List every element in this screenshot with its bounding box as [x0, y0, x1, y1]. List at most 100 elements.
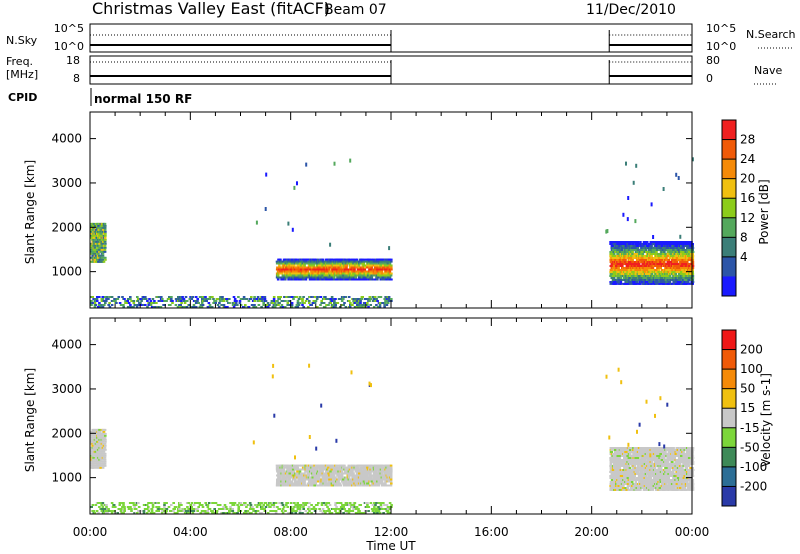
echo-cell [650, 273, 654, 275]
echo-cell [627, 241, 631, 243]
echo-cell [133, 512, 136, 514]
echo-cell [104, 230, 107, 233]
echo-cell [643, 267, 647, 269]
echo-cell [327, 298, 330, 300]
echo-cell [365, 476, 368, 479]
echo-cell [688, 251, 691, 253]
echo-cell [323, 270, 327, 273]
echo-cell [305, 484, 308, 487]
echo-cell [386, 464, 389, 467]
echo-cell [625, 269, 628, 271]
echo-cell [385, 300, 389, 302]
echo-cell [362, 482, 365, 485]
echo-cell [254, 306, 258, 308]
echo-cell [609, 447, 613, 449]
echo-cell [106, 512, 109, 514]
echo-cell [360, 480, 363, 483]
echo-cell [615, 273, 618, 275]
echo-cell [92, 430, 96, 433]
echo-cell [143, 508, 147, 510]
echo-cell [278, 276, 281, 279]
echo-cell [189, 296, 192, 298]
echo-cell [609, 467, 613, 469]
echo-cell [296, 268, 299, 271]
echo-cell [661, 271, 665, 273]
echo-cell [351, 258, 354, 261]
echo-cell [182, 298, 186, 300]
echo-cell [100, 240, 103, 243]
echo-cell [663, 245, 666, 247]
echo-cell [93, 444, 97, 447]
echo-cell [243, 504, 246, 506]
cpid-text: normal 150 RF [94, 92, 192, 106]
echo-cell [682, 247, 685, 249]
echo-cell [217, 306, 221, 308]
echo-cell [351, 480, 354, 483]
echo-cell [681, 263, 684, 265]
echo-cell [667, 263, 670, 265]
echo-cell [272, 296, 276, 298]
echo-cell [99, 306, 103, 308]
echo-cell [381, 268, 385, 271]
echo-cell [117, 296, 121, 298]
echo-cell [672, 279, 675, 281]
echo-cell [96, 240, 100, 243]
echo-cell [101, 434, 105, 437]
echo-cell [99, 466, 102, 469]
echo-cell [378, 512, 382, 514]
echo-cell [183, 508, 187, 510]
echo-cell [380, 274, 384, 277]
echo-cell [378, 304, 382, 306]
echo-cell [213, 508, 216, 510]
echo-cell [321, 512, 325, 514]
echo-cell [308, 502, 311, 504]
echo-cell [364, 472, 368, 475]
echo-cell [680, 249, 683, 251]
echo-cell [633, 253, 637, 255]
echo-cell [98, 238, 101, 241]
echo-cell [276, 300, 279, 302]
echo-cell [624, 257, 627, 259]
echo-cell [97, 252, 100, 255]
echo-cell [103, 456, 107, 459]
echo-cell [669, 253, 673, 255]
echo-cell [235, 300, 238, 302]
echo-cell [619, 277, 623, 279]
echo-cell [691, 263, 695, 265]
echo-cell [628, 243, 632, 245]
echo-cell [364, 510, 367, 512]
echo-cell [307, 474, 311, 477]
echo-cell [671, 267, 674, 269]
echo-cell [661, 249, 665, 251]
echo-cell [610, 457, 613, 459]
echo-cell [165, 508, 169, 510]
echo-cell [93, 236, 97, 239]
echo-cell [372, 512, 376, 514]
echo-cell [279, 476, 282, 479]
echo-cell [343, 302, 346, 304]
echo-cell [307, 272, 311, 275]
echo-cell [287, 296, 290, 298]
echo-cell [123, 508, 126, 510]
echo-cell [194, 306, 198, 308]
echo-cell [290, 270, 294, 273]
echo-cell [232, 504, 236, 506]
echo-cell [368, 260, 371, 263]
echo-cell [281, 480, 284, 483]
echo-cell [260, 502, 263, 504]
echo-cell [616, 263, 619, 265]
echo-cell [255, 298, 259, 300]
echo-cell [321, 508, 325, 510]
echo-cell [103, 508, 107, 510]
echo-cell [388, 272, 392, 275]
echo-cell [620, 247, 624, 249]
echo-cell [377, 296, 381, 298]
echo-cell [123, 506, 126, 508]
echo-cell [380, 270, 384, 273]
echo-cell [134, 508, 138, 510]
echo-cell [341, 508, 344, 510]
echo-cell [660, 241, 664, 243]
y-tick-label: 4000 [51, 132, 82, 146]
echo-cell [349, 466, 353, 469]
